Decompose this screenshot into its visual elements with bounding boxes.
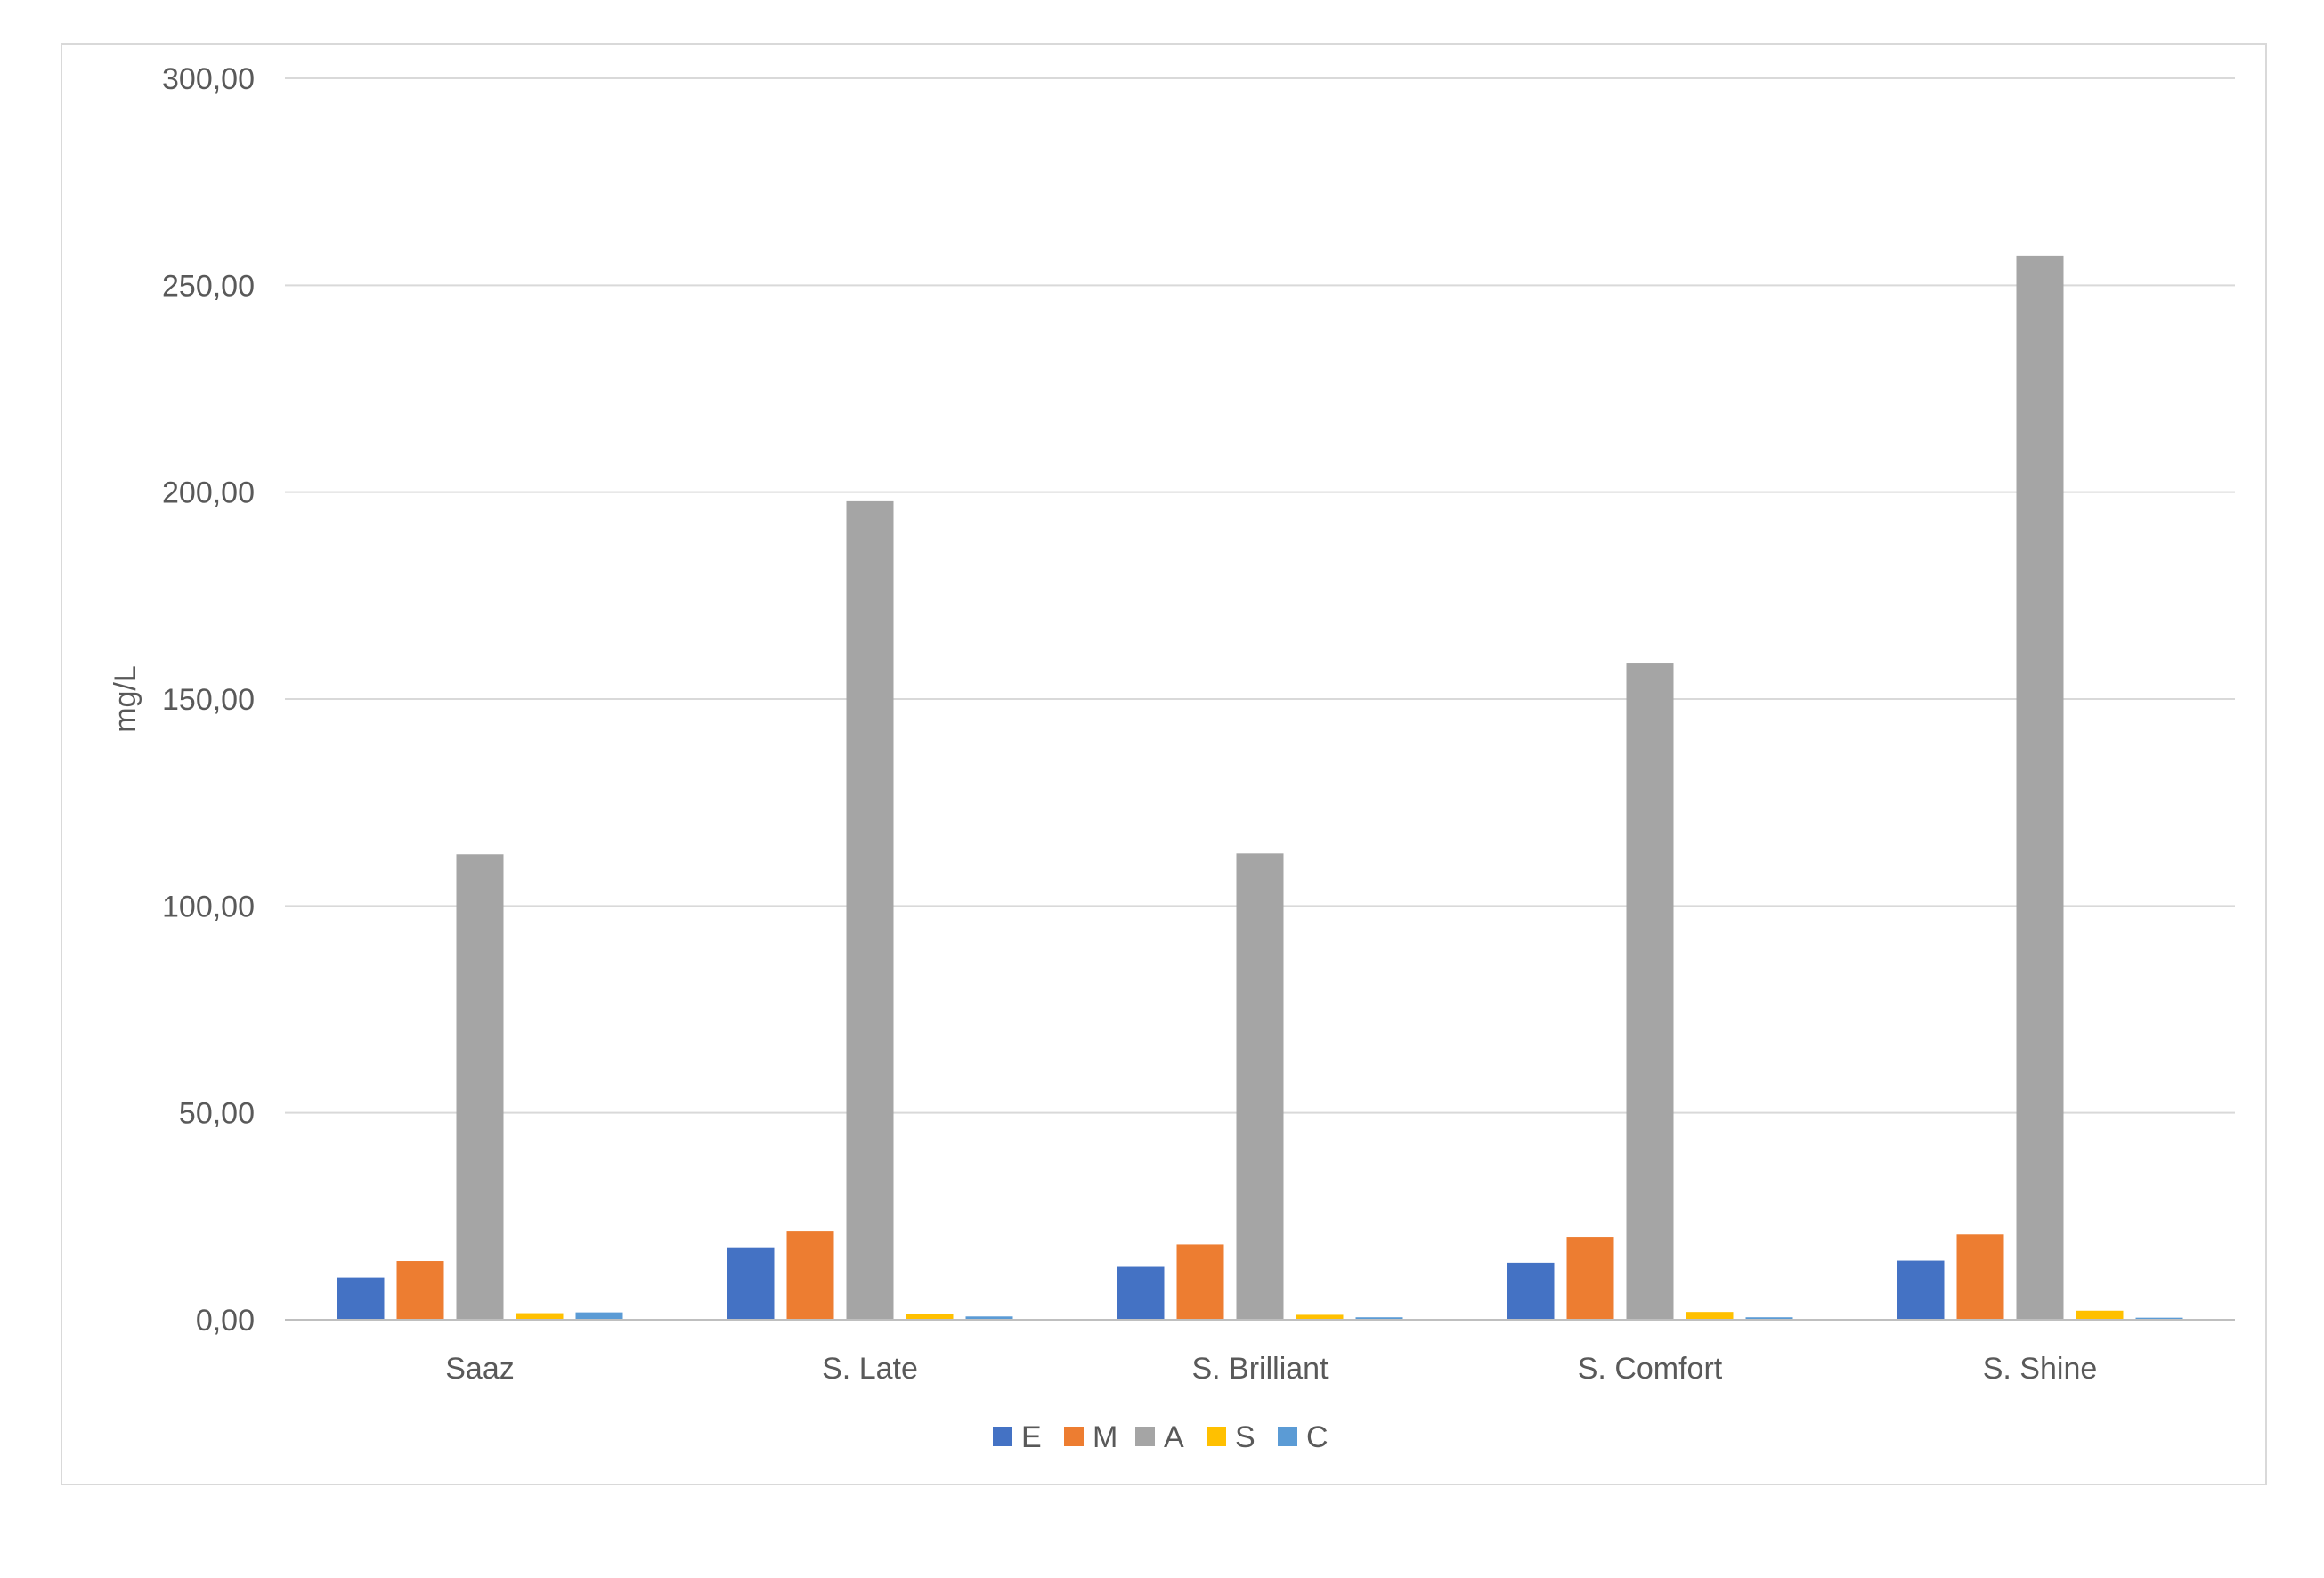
legend-swatch-c [1278,1427,1297,1446]
bar-m-0 [396,1261,444,1320]
bars [337,255,2183,1320]
bar-e-3 [1507,1262,1555,1320]
legend-swatch-e [993,1427,1012,1446]
legend-swatch-a [1135,1427,1155,1446]
bar-e-0 [337,1277,385,1320]
bar-c-3 [1745,1317,1793,1320]
bar-c-0 [575,1312,623,1320]
bar-a-1 [846,500,894,1320]
bar-a-3 [1626,663,1674,1320]
legend-label-e: E [1021,1420,1042,1454]
y-tick-label: 200,00 [162,476,255,510]
bar-a-4 [2016,255,2064,1320]
y-tick-label: 50,00 [179,1097,255,1131]
bar-a-2 [1236,853,1284,1320]
x-tick-label: Saaz [445,1352,515,1386]
x-tick-label: S. Shine [1983,1352,2098,1386]
bar-s-2 [1296,1314,1344,1320]
y-axis-ticks: 0,00 50,00 100,00 150,00 200,00 250,00 300,00 [162,62,255,1338]
x-axis-ticks: Saaz S. Late S. Brilliant S. Comfort S. Shin… [445,1352,2097,1386]
legend-swatch-m [1064,1427,1084,1446]
bar-s-4 [2076,1310,2124,1320]
x-tick-label: S. Comfort [1578,1352,1723,1386]
bar-c-4 [2135,1317,2183,1320]
y-axis-title: mg/L [109,665,142,733]
bar-s-0 [516,1313,564,1320]
bar-c-2 [1355,1317,1403,1320]
y-tick-label: 0,00 [196,1304,255,1338]
legend-label-m: M [1093,1420,1117,1454]
y-tick-label: 250,00 [162,269,255,303]
x-tick-label: S. Late [822,1352,918,1386]
y-tick-label: 100,00 [162,890,255,923]
bar-e-1 [727,1247,775,1320]
bar-e-2 [1117,1266,1165,1320]
legend-label-c: C [1306,1420,1329,1454]
bar-c-1 [965,1316,1013,1320]
y-tick-label: 300,00 [162,62,255,96]
legend-label-s: S [1235,1420,1255,1454]
x-tick-label: S. Brilliant [1191,1352,1329,1386]
gridlines [285,77,2235,1114]
bar-e-4 [1897,1260,1945,1320]
bar-m-3 [1566,1237,1614,1320]
bar-s-3 [1686,1312,1734,1320]
bar-m-2 [1176,1244,1224,1320]
chart-frame [61,43,2267,1485]
bar-m-4 [1956,1234,2004,1320]
y-tick-label: 150,00 [162,683,255,717]
bar-m-1 [786,1231,834,1320]
bar-s-1 [906,1314,954,1320]
legend-swatch-s [1207,1427,1226,1446]
bar-a-0 [456,854,504,1320]
legend-label-a: A [1164,1420,1184,1454]
